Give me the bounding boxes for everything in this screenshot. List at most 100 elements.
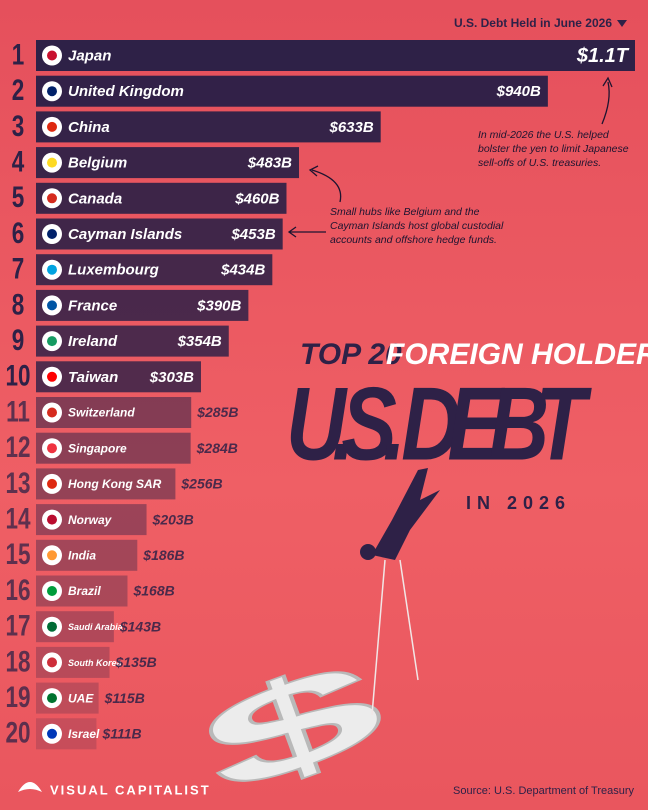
bar	[36, 325, 229, 357]
rank: 16	[5, 573, 30, 607]
flag-center	[47, 586, 57, 596]
value-label: $483B	[247, 155, 292, 172]
rank: 11	[6, 394, 30, 428]
title-top: TOP 20	[300, 338, 402, 371]
annotation-2: Small hubs like Belgium and the Cayman I…	[287, 165, 504, 247]
category-label: Japan	[68, 47, 111, 64]
category-label: Hong Kong SAR	[68, 477, 162, 491]
brand-logo	[18, 782, 42, 792]
flag-center	[47, 264, 57, 275]
rank: 7	[12, 251, 25, 285]
annotation-box: Small hubs like Belgium and the Cayman I…	[330, 206, 504, 247]
brand: VISUAL CAPITALIST	[50, 782, 211, 797]
bar	[36, 289, 249, 321]
value-label: $303B	[149, 369, 194, 386]
category-label: Norway	[68, 513, 113, 527]
flag-center	[47, 621, 57, 632]
bar	[36, 147, 300, 179]
value-label: $390B	[196, 297, 241, 314]
rank: 17	[5, 608, 30, 642]
annotation-arrowhead	[308, 165, 319, 177]
value-label: $633B	[328, 119, 373, 136]
value-label: $115B	[104, 690, 145, 706]
category-label: United Kingdom	[68, 83, 184, 100]
category-label: France	[68, 297, 117, 314]
annotation-1: In mid-2026 the U.S. helped bolster the …	[478, 76, 629, 170]
rank: 9	[12, 323, 25, 357]
value-label: $1.1T	[576, 45, 630, 67]
rope	[399, 559, 419, 681]
title-mid: FOREIGN HOLDERS OF	[386, 338, 648, 371]
value-label: $143B	[119, 618, 161, 634]
value-label: $285B	[196, 404, 238, 420]
rank: 8	[12, 287, 25, 321]
annotation-text: Small hubs like Belgium and the Cayman I…	[330, 206, 504, 247]
category-label: Brazil	[68, 584, 101, 598]
flag-center	[47, 728, 57, 739]
annotation-arrow	[311, 169, 342, 203]
category-label: Cayman Islands	[68, 226, 182, 243]
flag-center	[47, 121, 57, 132]
annotation-box: In mid-2026 the U.S. helped bolster the …	[478, 129, 629, 170]
title-main: U.S. DEBT	[286, 366, 593, 482]
rank: 1	[12, 37, 25, 71]
flag-center	[47, 693, 57, 704]
category-label: Switzerland	[68, 406, 135, 420]
category-label: India	[68, 548, 96, 562]
rank: 2	[12, 73, 25, 107]
flag-center	[47, 407, 57, 418]
flag-center	[47, 514, 57, 525]
annotation-text: In mid-2026 the U.S. helped bolster the …	[478, 129, 629, 170]
rank: 14	[5, 501, 30, 535]
flag-center	[47, 229, 57, 239]
category-label: Canada	[68, 190, 122, 207]
rope	[371, 559, 386, 716]
flag-center	[47, 50, 57, 61]
bar	[36, 75, 548, 107]
flag-center	[47, 193, 57, 204]
value-label: $460B	[234, 190, 279, 207]
value-label: $186B	[142, 547, 184, 563]
rank: 19	[5, 680, 30, 714]
category-label: Belgium	[68, 155, 127, 172]
value-label: $453B	[230, 226, 275, 243]
flag-center	[47, 371, 57, 382]
bar	[36, 361, 201, 393]
title-sub: IN 2026	[466, 493, 571, 513]
bar	[36, 111, 381, 143]
rank: 15	[5, 537, 30, 571]
rank: 12	[5, 430, 30, 464]
header-arrow	[617, 20, 627, 27]
annotation-arrowhead	[602, 76, 613, 88]
bar	[36, 218, 283, 250]
value-label: $203B	[152, 511, 194, 527]
category-label: Saudi Arabia	[68, 622, 123, 632]
bar	[36, 40, 635, 71]
figure-head	[360, 544, 376, 560]
category-label: South Korea	[68, 658, 122, 668]
bar	[36, 182, 287, 214]
rank: 10	[5, 359, 30, 393]
category-label: China	[68, 119, 110, 136]
flag-center	[47, 443, 57, 454]
value-label: $284B	[196, 440, 238, 456]
rank: 3	[12, 109, 25, 143]
rank: 13	[5, 466, 30, 500]
flag-center	[47, 300, 57, 311]
category-label: Singapore	[68, 441, 127, 455]
flag-center	[47, 157, 57, 168]
flag-center	[47, 336, 57, 347]
category-label: UAE	[68, 691, 94, 705]
flag-center	[47, 657, 57, 668]
source: Source: U.S. Department of Treasury	[453, 785, 634, 797]
flag-center	[47, 86, 57, 97]
category-label: Ireland	[68, 333, 118, 350]
value-label: $135B	[115, 654, 157, 670]
category-label: Israel	[68, 727, 100, 741]
value-label: $256B	[180, 476, 222, 492]
value-label: $434B	[220, 262, 265, 279]
rank: 5	[12, 180, 25, 214]
falling-figure	[372, 468, 440, 560]
